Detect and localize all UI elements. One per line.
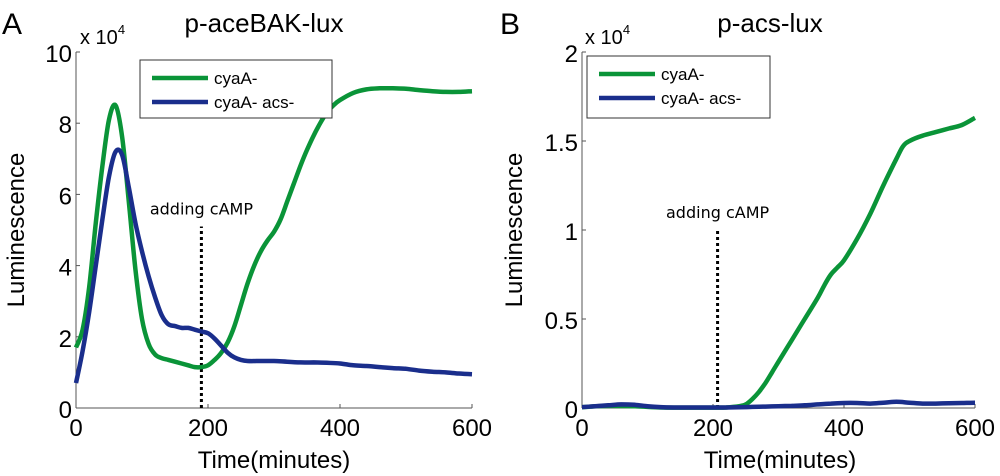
x-tick-label: 400 (824, 415, 864, 442)
x-tick-label: 0 (575, 415, 588, 442)
y-tick-label: 2 (59, 326, 72, 353)
panel-label-a: A (2, 8, 22, 41)
legend-entry: cyaA- acs- (661, 89, 741, 108)
legend-entry: cyaA- (214, 69, 257, 88)
y-tick-label: 0 (565, 397, 578, 424)
y-multiplier-b: x 104 (585, 22, 630, 49)
panel-label-b: B (500, 8, 520, 41)
y-tick-label: 8 (59, 112, 72, 139)
y-tick-label: 10 (45, 41, 72, 68)
y-multiplier-exp-a: 4 (118, 22, 125, 37)
legend-a: cyaA-cyaA- acs- (139, 59, 333, 119)
annotation-text: adding cAMP (666, 203, 769, 222)
series-line-cyaA-acs (73, 147, 473, 384)
x-axis-label-b: Time(minutes) (704, 447, 856, 474)
series-line-cyaA-acs (581, 399, 976, 410)
legend-entry: cyaA- (661, 65, 704, 84)
y-tick-label: 2 (565, 41, 578, 68)
chart-title-b: p-acs-lux (717, 8, 822, 38)
legend-entry: cyaA- acs- (214, 93, 294, 112)
legend-box (586, 55, 771, 119)
y-multiplier-base-b: x 10 (585, 27, 623, 49)
x-axis-label-a: Time(minutes) (198, 447, 350, 474)
legend-box (139, 59, 333, 119)
series-a (73, 85, 473, 384)
y-multiplier-a: x 104 (80, 22, 125, 49)
y-axis-label-a: Luminescence (3, 153, 30, 308)
chart-title-a: p-aceBAK-lux (185, 8, 344, 38)
y-tick-label: 0.5 (545, 308, 578, 335)
x-tick-label: 600 (452, 415, 492, 442)
ticks-a: 0 200 400 600 0 2 4 6 8 10 (45, 41, 492, 442)
y-tick-label: 1 (565, 219, 578, 246)
y-tick-label: 1.5 (545, 130, 578, 157)
series-line-cyaA (581, 115, 977, 410)
x-tick-label: 0 (69, 415, 82, 442)
x-tick-label: 200 (693, 415, 733, 442)
y-multiplier-exp-b: 4 (623, 22, 630, 37)
x-tick-label: 600 (955, 415, 995, 442)
annotation-b: adding cAMP (666, 203, 770, 408)
y-axis-label-b: Luminescence (501, 153, 528, 308)
y-tick-label: 4 (59, 255, 72, 282)
panel-a: A p-aceBAK-lux x 104 Luminescence Time(m… (2, 8, 492, 474)
y-tick-label: 6 (59, 183, 72, 210)
annotation-text: adding cAMP (150, 199, 253, 218)
panel-b: B p-acs-lux x 104 Luminescence Time(minu… (500, 8, 995, 474)
y-multiplier-base-a: x 10 (80, 27, 118, 49)
series-line-cyaA (73, 85, 473, 370)
series-b (581, 115, 977, 410)
x-tick-label: 400 (320, 415, 360, 442)
annotation-a: adding cAMP (150, 199, 253, 408)
legend-b: cyaA-cyaA- acs- (586, 55, 771, 119)
y-tick-label: 0 (59, 397, 72, 424)
x-tick-label: 200 (188, 415, 228, 442)
